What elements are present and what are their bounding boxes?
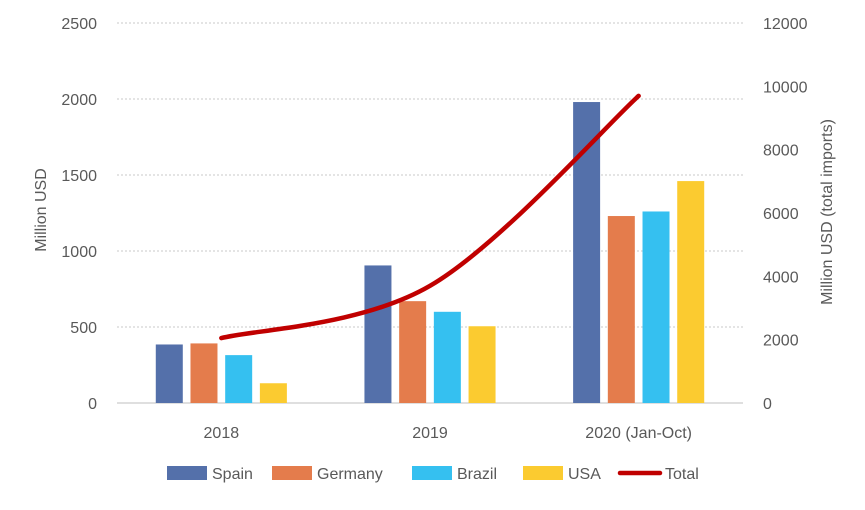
y2-tick-label: 10000 — [763, 79, 808, 96]
bar-spain-0 — [155, 344, 183, 403]
bar-brazil-1 — [433, 311, 461, 403]
bar-usa-1 — [468, 326, 496, 403]
y-tick-label: 1500 — [61, 168, 97, 185]
legend-label-brazil: Brazil — [457, 466, 497, 483]
bar-germany-0 — [190, 343, 218, 403]
y-tick-label: 1000 — [61, 244, 97, 261]
legend: Spain Germany Brazil USA Total — [167, 466, 699, 483]
legend-label-total: Total — [665, 466, 699, 483]
x-tick-label: 2018 — [204, 425, 240, 442]
bar-brazil-0 — [225, 355, 253, 403]
total-line-layer — [219, 93, 641, 341]
total-line — [219, 93, 641, 341]
y2-tick-label: 2000 — [763, 333, 799, 350]
y2-tick-label: 8000 — [763, 143, 799, 160]
legend-label-usa: USA — [568, 466, 601, 483]
legend-swatch-brazil — [412, 466, 452, 480]
legend-label-spain: Spain — [212, 466, 253, 483]
x-tick-label: 2020 (Jan-Oct) — [585, 425, 692, 442]
bar-spain-2 — [573, 102, 601, 403]
y2-axis-ticks: 0 2000 4000 6000 8000 10000 12000 — [763, 16, 808, 413]
y-tick-label: 2000 — [61, 92, 97, 109]
legend-swatch-usa — [523, 466, 563, 480]
y2-axis-title: Million USD (total imports) — [819, 119, 836, 305]
legend-label-germany: Germany — [317, 466, 383, 483]
legend-swatch-spain — [167, 466, 207, 480]
legend-swatch-germany — [272, 466, 312, 480]
x-axis-ticks: 2018 2019 2020 (Jan-Oct) — [204, 425, 692, 442]
bar-germany-2 — [607, 216, 635, 403]
bar-germany-1 — [399, 301, 427, 403]
bar-usa-0 — [259, 383, 287, 403]
y-tick-label: 0 — [88, 396, 97, 413]
y-axis-ticks: 0 500 1000 1500 2000 2500 — [61, 16, 97, 413]
bars — [155, 102, 705, 403]
y2-tick-label: 0 — [763, 396, 772, 413]
bar-spain-1 — [364, 265, 392, 403]
y2-tick-label: 4000 — [763, 269, 799, 286]
gridlines — [117, 22, 743, 404]
y-tick-label: 2500 — [61, 16, 97, 33]
y2-tick-label: 6000 — [763, 206, 799, 223]
bar-brazil-2 — [642, 211, 670, 403]
x-tick-label: 2019 — [412, 425, 448, 442]
y-axis-title: Million USD — [33, 168, 50, 252]
y-tick-label: 500 — [70, 320, 97, 337]
bar-usa-2 — [677, 181, 705, 403]
y2-tick-label: 12000 — [763, 16, 808, 33]
